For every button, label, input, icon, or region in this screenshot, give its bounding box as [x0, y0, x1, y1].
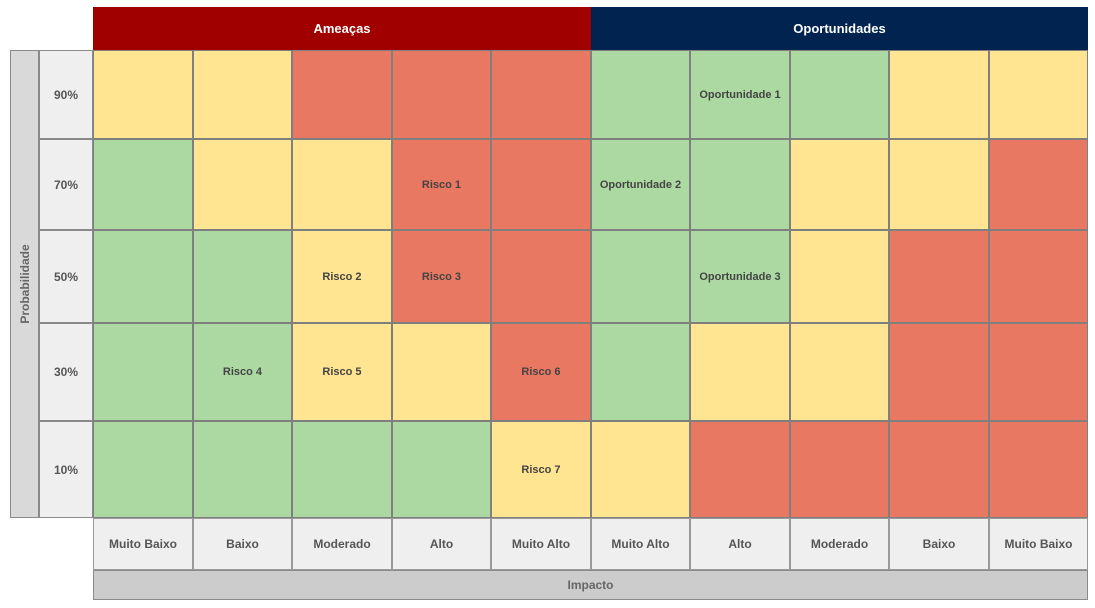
matrix-cell: [292, 50, 392, 139]
matrix-cell: [93, 139, 193, 230]
matrix-cell: [591, 230, 690, 323]
matrix-cell: [93, 50, 193, 139]
matrix-cell: [591, 323, 690, 421]
matrix-cell: [989, 421, 1088, 518]
impact-label: Muito Baixo: [989, 518, 1088, 570]
matrix-cell: [889, 139, 989, 230]
matrix-cell: [491, 50, 591, 139]
matrix-cell: [690, 139, 790, 230]
matrix-cell: [491, 230, 591, 323]
probability-label: 90%: [39, 50, 93, 139]
impact-label: Moderado: [790, 518, 889, 570]
matrix-cell: [591, 421, 690, 518]
matrix-cell: [292, 421, 392, 518]
matrix-cell: [591, 50, 690, 139]
matrix-cell: [690, 323, 790, 421]
impact-label: Moderado: [292, 518, 392, 570]
matrix-cell: Risco 7: [491, 421, 591, 518]
matrix-cell: [93, 230, 193, 323]
matrix-cell: Oportunidade 2: [591, 139, 690, 230]
matrix-cell: [392, 323, 491, 421]
probability-label: 70%: [39, 139, 93, 230]
threats-header: Ameaças: [93, 7, 591, 50]
impact-label: Baixo: [889, 518, 989, 570]
matrix-cell: [790, 421, 889, 518]
matrix-cell: Oportunidade 1: [690, 50, 790, 139]
matrix-cell: [193, 230, 292, 323]
matrix-cell: [790, 50, 889, 139]
matrix-cell: [193, 139, 292, 230]
y-axis-label-box: Probabilidade: [10, 50, 39, 518]
matrix-cell: Risco 4: [193, 323, 292, 421]
matrix-cell: [93, 421, 193, 518]
matrix-cell: [790, 139, 889, 230]
x-axis-label: Impacto: [93, 570, 1088, 600]
probability-label: 10%: [39, 421, 93, 518]
probability-label: 30%: [39, 323, 93, 421]
matrix-cell: [889, 230, 989, 323]
matrix-cell: [193, 421, 292, 518]
matrix-cell: Oportunidade 3: [690, 230, 790, 323]
impact-label: Muito Alto: [491, 518, 591, 570]
impact-label: Muito Alto: [591, 518, 690, 570]
opportunities-header: Oportunidades: [591, 7, 1088, 50]
matrix-cell: [93, 323, 193, 421]
matrix-cell: [790, 323, 889, 421]
matrix-cell: [889, 50, 989, 139]
matrix-cell: [193, 50, 292, 139]
matrix-cell: [989, 50, 1088, 139]
matrix-cell: Risco 2: [292, 230, 392, 323]
matrix-cell: [989, 230, 1088, 323]
matrix-cell: [989, 139, 1088, 230]
matrix-cell: [392, 50, 491, 139]
matrix-cell: [989, 323, 1088, 421]
matrix-cell: [292, 139, 392, 230]
matrix-cell: [491, 139, 591, 230]
impact-label: Baixo: [193, 518, 292, 570]
matrix-cell: [690, 421, 790, 518]
matrix-cell: Risco 3: [392, 230, 491, 323]
matrix-cell: [790, 230, 889, 323]
matrix-cell: Risco 6: [491, 323, 591, 421]
matrix-cell: Risco 5: [292, 323, 392, 421]
matrix-cell: [889, 421, 989, 518]
y-axis-label: Probabilidade: [17, 244, 32, 324]
matrix-cell: Risco 1: [392, 139, 491, 230]
matrix-cell: [889, 323, 989, 421]
impact-label: Alto: [392, 518, 491, 570]
impact-label: Alto: [690, 518, 790, 570]
matrix-cell: [392, 421, 491, 518]
probability-label: 50%: [39, 230, 93, 323]
impact-label: Muito Baixo: [93, 518, 193, 570]
